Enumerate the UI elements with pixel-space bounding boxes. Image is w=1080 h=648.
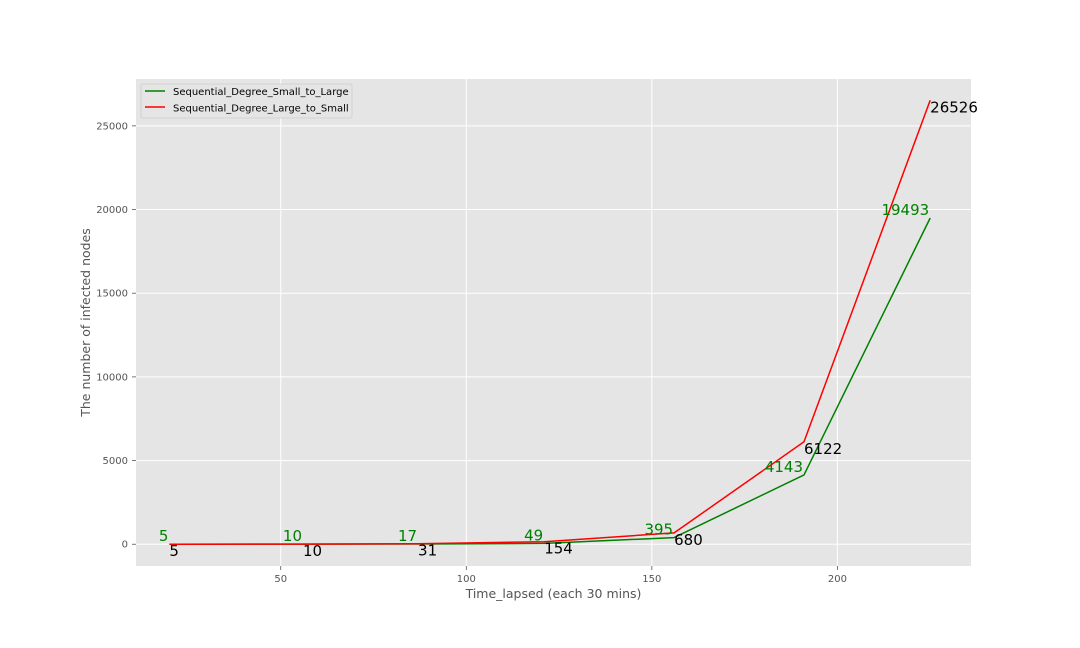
data-label: 154 <box>544 540 573 558</box>
series-lines <box>169 100 931 545</box>
plot-background <box>136 79 971 566</box>
data-label: 5 <box>159 527 169 545</box>
y-tick-label: 25000 <box>96 121 128 132</box>
y-tick-label: 20000 <box>96 205 128 216</box>
x-axis-label: Time_lapsed (each 30 mins) <box>465 586 642 601</box>
x-tick-label: 200 <box>828 574 847 585</box>
y-tick-label: 5000 <box>103 456 128 467</box>
data-label: 6122 <box>804 440 842 458</box>
x-tick-label: 50 <box>274 574 287 585</box>
data-label: 31 <box>418 542 437 560</box>
series-line-large-to-small <box>169 100 931 545</box>
x-tick-label: 150 <box>642 574 661 585</box>
data-label: 49 <box>524 526 543 544</box>
data-label: 5 <box>169 542 179 560</box>
data-label: 4143 <box>765 458 803 476</box>
data-label: 10 <box>283 527 302 545</box>
legend-label-small-to-large: Sequential_Degree_Small_to_Large <box>173 87 349 98</box>
y-tick-label: 15000 <box>96 289 128 300</box>
data-label: 10 <box>303 542 322 560</box>
legend-box <box>140 83 353 119</box>
y-tick-label: 0 <box>122 540 128 551</box>
data-label: 680 <box>674 531 703 549</box>
y-axis-label: The number of infected nodes <box>78 228 93 418</box>
data-labels: 5 10 17 49 395 4143 19493 5 10 31 154 680 6122 26526 <box>159 98 978 560</box>
legend-label-large-to-small: Sequential_Degree_Large_to_Small <box>173 104 349 115</box>
x-axis-ticks: 50 100 150 200 <box>274 566 847 585</box>
legend: Sequential_Degree_Small_to_Large Sequent… <box>140 83 353 119</box>
data-label: 19493 <box>881 201 929 219</box>
y-tick-label: 10000 <box>96 372 128 383</box>
data-label: 17 <box>398 527 417 545</box>
x-tick-label: 100 <box>457 574 476 585</box>
data-label: 26526 <box>930 98 978 116</box>
y-axis-ticks: 0 5000 10000 15000 20000 25000 <box>96 121 136 551</box>
data-label: 395 <box>644 521 673 539</box>
